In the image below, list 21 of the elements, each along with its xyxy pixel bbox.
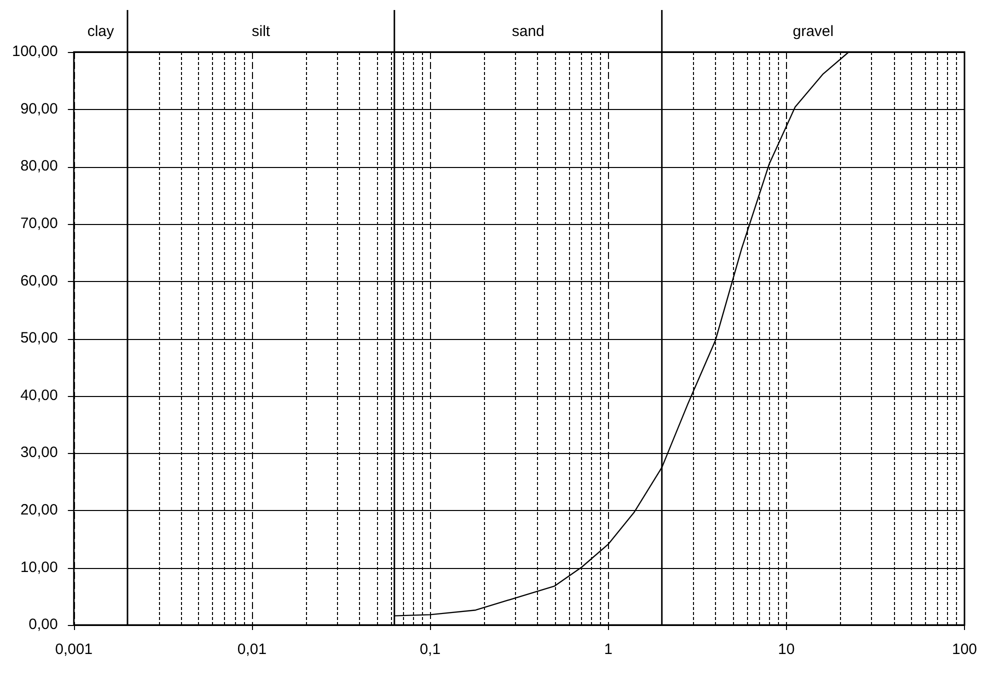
- x-tick-label: 0,001: [55, 641, 93, 658]
- y-tick-label: 0,00: [28, 616, 58, 634]
- text: sand: [512, 23, 544, 40]
- y-tick-label: 60,00: [20, 272, 58, 290]
- y-tick-label: 80,00: [20, 158, 58, 175]
- y-tick-label: 90,00: [20, 100, 58, 118]
- y-tick-label: 40,00: [20, 386, 58, 404]
- text: clay: [87, 23, 115, 40]
- x-tick-label: 0,1: [420, 641, 441, 658]
- x-tick-label: 10: [778, 641, 795, 658]
- text: silt: [252, 23, 271, 40]
- text: gravel: [792, 23, 834, 40]
- y-tick-label: 10,00: [20, 558, 58, 576]
- x-tick-label: 1: [604, 641, 612, 658]
- y-tick-label: 30,00: [20, 444, 58, 462]
- y-tick-label: 100,00: [12, 43, 58, 60]
- x-tick-label: 0,01: [237, 641, 267, 658]
- y-tick-label: 50,00: [20, 330, 58, 347]
- y-tick-label: 70,00: [20, 215, 58, 232]
- y-tick-label: 20,00: [20, 502, 58, 519]
- x-tick-label: 100: [952, 641, 977, 658]
